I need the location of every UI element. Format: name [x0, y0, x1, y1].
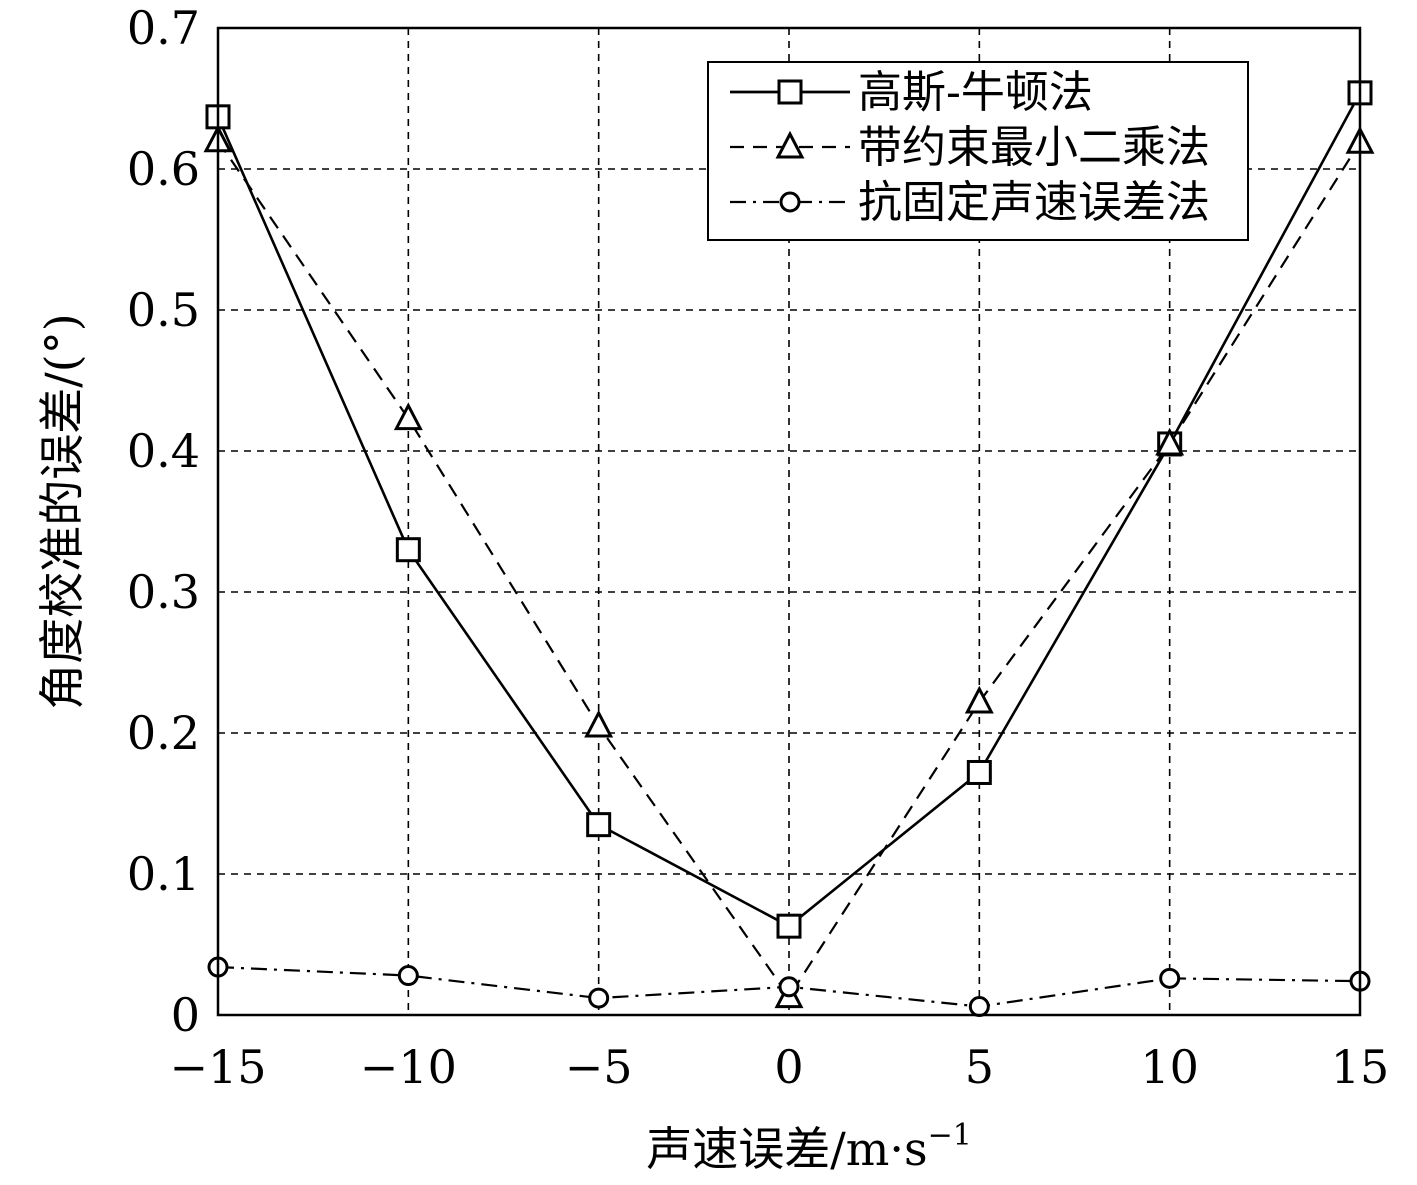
x-tick-label: −5	[565, 1040, 633, 1094]
y-axis-label: 角度校准的误差/(°)	[35, 313, 89, 709]
series-circle	[207, 956, 1371, 1018]
y-tick-label: 0.5	[127, 283, 200, 337]
y-tick-label: 0.4	[127, 424, 200, 478]
data-point-circle	[778, 976, 800, 998]
x-tick-label: 0	[774, 1040, 803, 1094]
y-tick-label: 0	[171, 988, 200, 1042]
legend-label: 高斯-牛顿法	[858, 67, 1093, 118]
legend-item: 高斯-牛顿法	[730, 67, 1093, 118]
x-tick-label: 15	[1331, 1040, 1390, 1094]
x-axis-label-superscript: −1	[928, 1118, 972, 1153]
data-point-circle	[397, 965, 419, 987]
data-point-triangle	[964, 685, 994, 714]
legend-item: 抗固定声速误差法	[730, 177, 1210, 228]
legend-item: 带约束最小二乘法	[730, 122, 1210, 173]
legend-label: 带约束最小二乘法	[858, 122, 1210, 173]
legend-marker-circle	[779, 191, 801, 213]
data-point-triangle	[1155, 427, 1185, 456]
x-tick-label: 10	[1140, 1040, 1199, 1094]
x-axis-label-text: 声速误差/m·s	[646, 1122, 927, 1176]
data-point-triangle	[393, 402, 423, 431]
x-tick-label: 5	[965, 1040, 994, 1094]
data-point-circle	[1159, 967, 1181, 989]
y-tick-label: 0.7	[127, 1, 200, 55]
data-point-square	[395, 537, 421, 563]
x-axis-label: 声速误差/m·s−1	[646, 1118, 972, 1176]
legend-label: 抗固定声速误差法	[858, 177, 1210, 228]
x-tick-label: −10	[360, 1040, 457, 1094]
y-tick-label: 0.2	[127, 706, 200, 760]
data-point-square	[586, 812, 612, 838]
legend-marker-triangle	[775, 130, 805, 159]
plot-frame	[216, 26, 1362, 1017]
y-tick-label: 0.1	[127, 847, 200, 901]
data-point-circle	[968, 996, 990, 1018]
legend-marker-square	[777, 79, 803, 105]
x-tick-label: −15	[169, 1040, 266, 1094]
data-point-square	[966, 759, 992, 785]
series-line-triangle	[217, 140, 1361, 999]
data-point-square	[776, 913, 802, 939]
y-tick-label: 0.3	[127, 565, 200, 619]
tick-labels: −15 −10 −5 0 5 10 15 0 0.1 0.2 0.3 0.4 0.5 0.6 0.7	[127, 1, 1389, 1094]
data-point-triangle	[584, 709, 614, 738]
data-point-circle	[588, 987, 610, 1009]
y-tick-label: 0.6	[127, 142, 200, 196]
